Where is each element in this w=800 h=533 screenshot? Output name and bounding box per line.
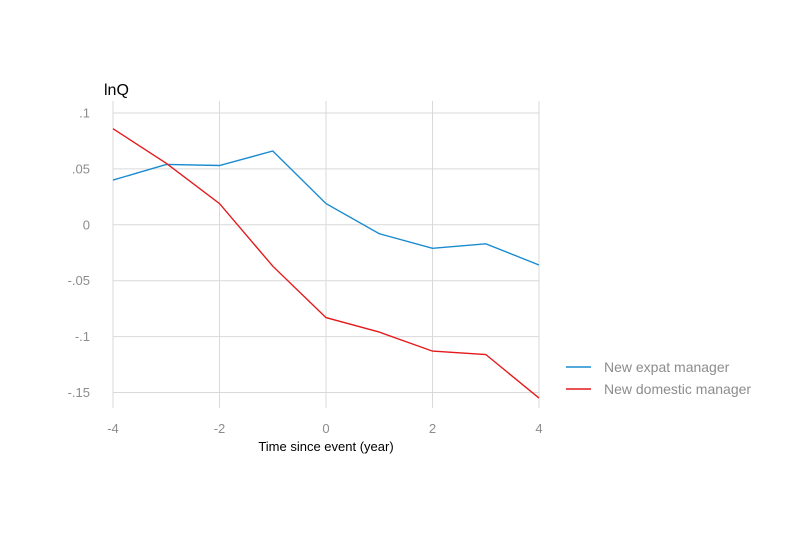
series-line-1 [112,150,540,266]
x-axis-ticks: -4 -2 0 2 4 [107,421,542,436]
legend: New expat manager New domestic manager [566,359,751,397]
y-tick-label: .05 [72,161,90,176]
series-line-2 [112,128,540,399]
y-tick-label: 0 [83,217,90,232]
series-lines [112,128,540,399]
y-tick-label: -.1 [75,329,90,344]
y-axis-title: lnQ [104,82,129,99]
x-axis-title: Time since event (year) [258,439,393,454]
y-axis-ticks: .1 .05 0 -.05 -.1 -.15 [68,106,90,401]
x-tick-label: 4 [535,421,542,436]
y-tick-label: .1 [79,106,90,121]
y-tick-label: -.15 [68,385,90,400]
grid [112,101,540,408]
legend-label: New domestic manager [604,381,751,397]
x-tick-label: -2 [214,421,226,436]
y-tick-label: -.05 [68,273,90,288]
x-tick-label: -4 [107,421,119,436]
x-tick-label: 0 [322,421,329,436]
x-tick-label: 2 [429,421,436,436]
legend-label: New expat manager [604,359,730,375]
